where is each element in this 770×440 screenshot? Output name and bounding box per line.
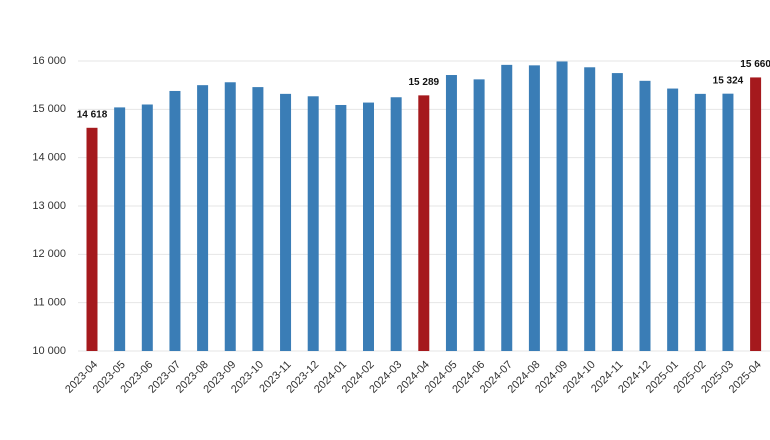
bar [611,73,623,351]
bar [114,107,126,352]
bar [363,102,374,351]
bar [307,96,319,352]
bar [722,93,734,351]
bar [639,80,651,352]
bar [694,93,706,351]
bar [418,95,430,352]
y-tick-label: 15 000 [32,103,66,115]
bar [86,127,98,352]
bar [280,93,292,351]
y-tick-label: 10 000 [32,345,66,357]
bar [224,82,236,352]
bar [141,104,153,351]
y-tick-label: 14 000 [32,152,66,164]
bar [197,85,209,352]
bar [252,87,264,351]
y-tick-label: 11 000 [33,297,66,309]
bar [584,67,596,352]
y-tick-label: 12 000 [32,248,66,260]
value-label: 15 324 [713,75,744,86]
y-tick-label: 16 000 [32,55,66,67]
value-label: 14 618 [77,109,108,120]
bar [501,64,513,351]
bar [750,77,762,351]
bar [528,65,540,351]
value-label: 15 660 [740,59,770,70]
value-label: 15 289 [409,77,440,88]
y-tick-label: 13 000 [32,200,66,212]
bar [473,79,485,351]
bar [556,61,568,351]
bar [445,75,457,352]
bar [335,104,347,351]
bar [667,88,679,352]
bar [390,97,402,351]
bar [169,90,181,351]
